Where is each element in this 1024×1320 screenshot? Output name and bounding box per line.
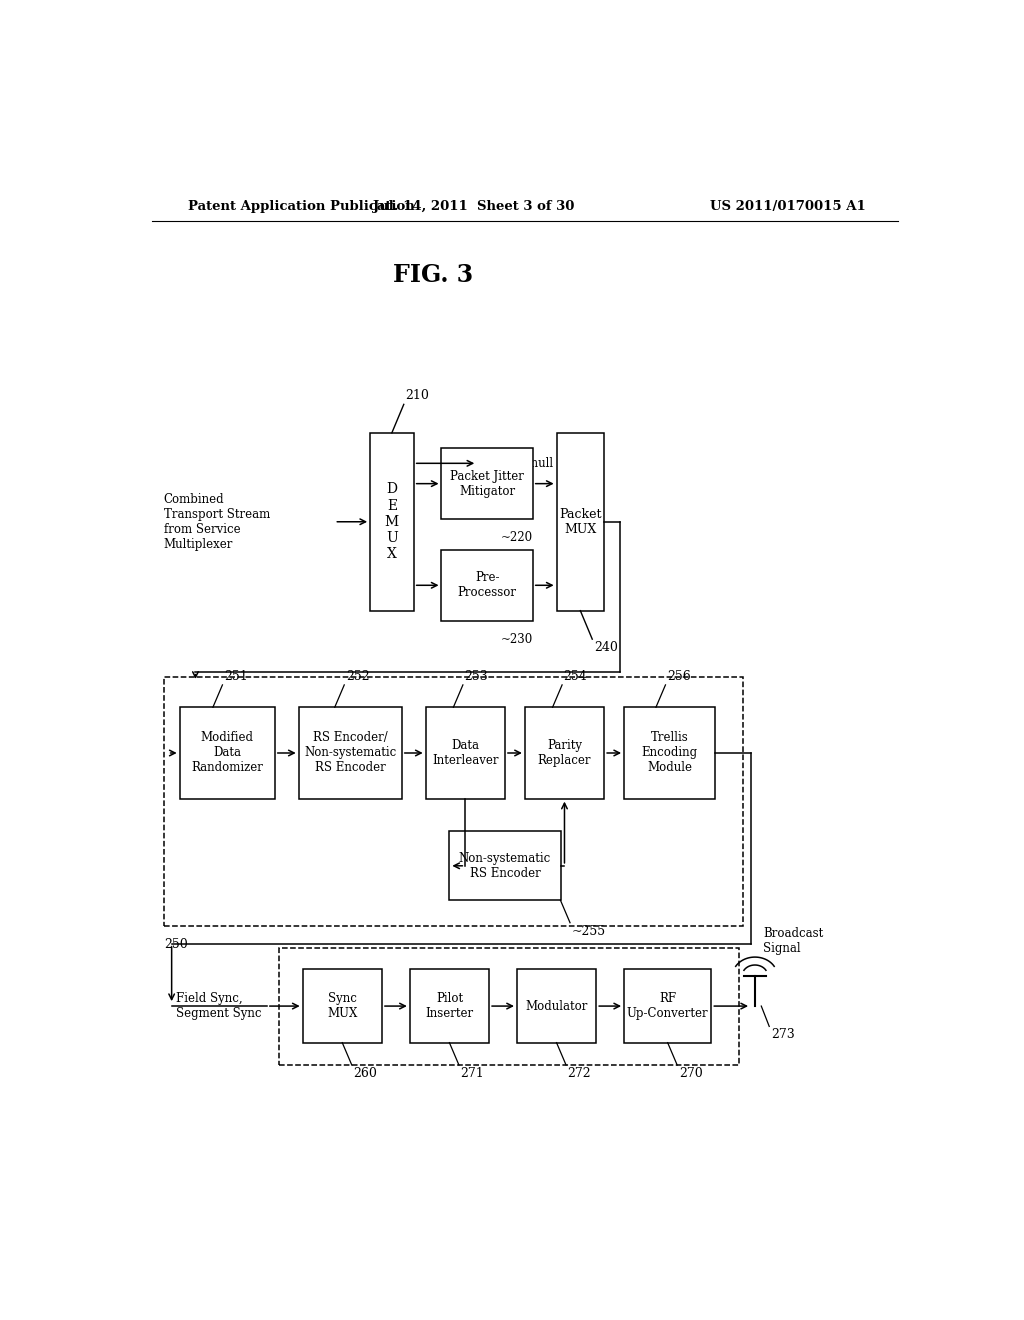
Text: Pre-
Processor: Pre- Processor — [458, 572, 516, 599]
Bar — [299, 708, 401, 799]
Text: Broadcast
Signal: Broadcast Signal — [763, 927, 823, 956]
Text: Non-systematic
RS Encoder: Non-systematic RS Encoder — [459, 851, 551, 880]
Text: Data
Interleaver: Data Interleaver — [432, 739, 499, 767]
Text: Trellis
Encoding
Module: Trellis Encoding Module — [642, 731, 697, 775]
Text: 260: 260 — [353, 1067, 377, 1080]
Text: FIG. 3: FIG. 3 — [393, 263, 473, 288]
Text: Jul. 14, 2011  Sheet 3 of 30: Jul. 14, 2011 Sheet 3 of 30 — [373, 199, 573, 213]
Text: 210: 210 — [406, 389, 429, 403]
Text: Modified
Data
Randomizer: Modified Data Randomizer — [191, 731, 263, 775]
Bar — [303, 969, 382, 1043]
Bar — [370, 433, 414, 611]
Text: Sync
MUX: Sync MUX — [327, 993, 357, 1020]
Text: RS Encoder/
Non-systematic
RS Encoder: RS Encoder/ Non-systematic RS Encoder — [304, 731, 396, 775]
Text: 256: 256 — [667, 669, 691, 682]
Text: Patent Application Publication: Patent Application Publication — [187, 199, 415, 213]
Bar — [179, 708, 274, 799]
Text: ~255: ~255 — [571, 925, 606, 937]
Text: 253: 253 — [465, 669, 488, 682]
Bar — [441, 549, 532, 620]
Bar — [450, 832, 560, 900]
Text: ~220: ~220 — [501, 532, 532, 544]
Text: RF
Up-Converter: RF Up-Converter — [627, 993, 709, 1020]
Bar — [426, 708, 505, 799]
Bar — [624, 969, 712, 1043]
Text: 240: 240 — [594, 642, 617, 655]
Bar — [279, 948, 739, 1065]
Text: US 2011/0170015 A1: US 2011/0170015 A1 — [711, 199, 866, 213]
Bar — [410, 969, 489, 1043]
Text: 250: 250 — [164, 939, 187, 950]
Bar — [164, 677, 743, 925]
Bar — [517, 969, 596, 1043]
Text: 254: 254 — [563, 669, 588, 682]
Text: Pilot
Inserter: Pilot Inserter — [425, 993, 473, 1020]
Text: Parity
Replacer: Parity Replacer — [538, 739, 591, 767]
Bar — [624, 708, 715, 799]
Text: Packet Jitter
Mitigator: Packet Jitter Mitigator — [451, 470, 524, 498]
Bar — [557, 433, 604, 611]
Text: 271: 271 — [461, 1067, 484, 1080]
Text: 270: 270 — [679, 1067, 702, 1080]
Bar — [441, 447, 532, 519]
Text: Packet
MUX: Packet MUX — [559, 508, 602, 536]
Text: ~230: ~230 — [501, 634, 534, 645]
Text: 273: 273 — [771, 1028, 795, 1041]
Text: 251: 251 — [224, 669, 248, 682]
Text: D
E
M
U
X: D E M U X — [385, 482, 399, 561]
Text: Field Sync,
Segment Sync: Field Sync, Segment Sync — [176, 993, 261, 1020]
Text: 272: 272 — [567, 1067, 591, 1080]
Text: Discard null packets: Discard null packets — [481, 457, 603, 470]
Bar — [524, 708, 604, 799]
Text: 252: 252 — [346, 669, 370, 682]
Text: Combined
Transport Stream
from Service
Multiplexer: Combined Transport Stream from Service M… — [164, 492, 270, 550]
Text: Modulator: Modulator — [525, 999, 588, 1012]
